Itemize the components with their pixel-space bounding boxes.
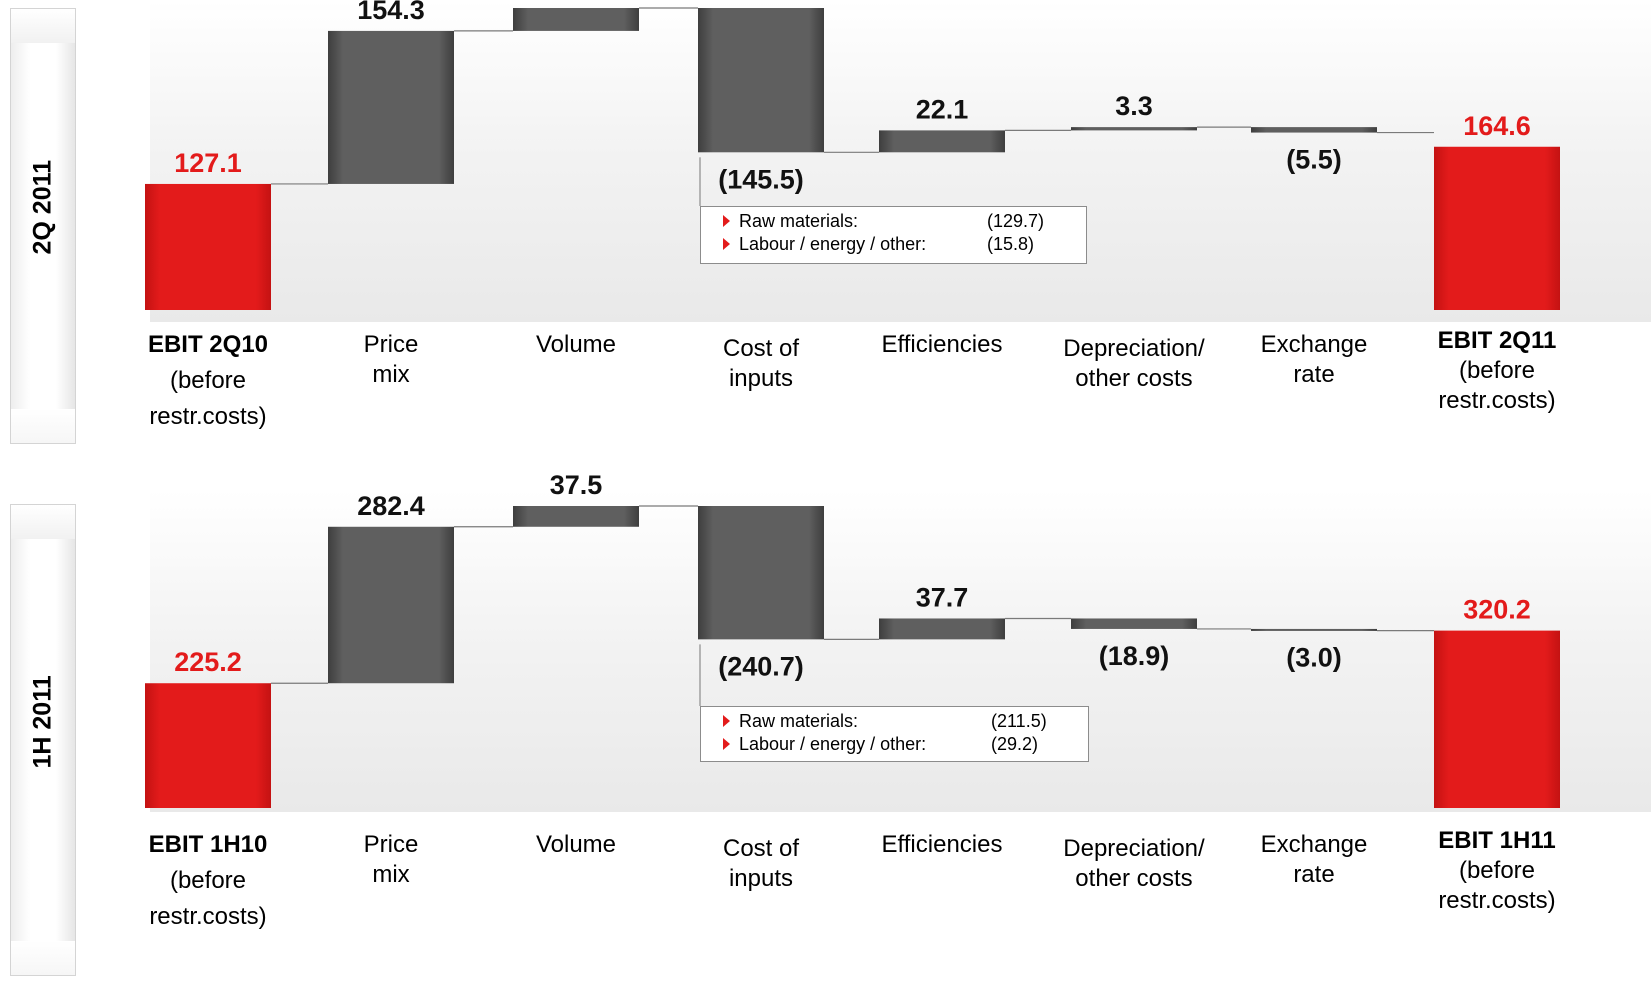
category-label: Cost of inputs xyxy=(666,834,856,894)
value-label: (240.7) xyxy=(718,651,804,681)
category-label-line: Efficiencies xyxy=(881,331,1003,358)
category-label-line: rate xyxy=(1293,861,1335,888)
callout-label: Labour / energy / other: xyxy=(739,734,927,754)
value-label: 22.1 xyxy=(916,94,969,124)
cost-breakdown-callout: Raw materials: (129.7) Labour / energy / o… xyxy=(700,206,1087,264)
category-label-line: Depreciation/ xyxy=(1063,835,1205,862)
category-label-line: rate xyxy=(1293,361,1335,388)
callout-label: Labour / energy / other: xyxy=(739,234,927,254)
value-label: (3.0) xyxy=(1286,643,1342,673)
total-bar xyxy=(145,183,271,310)
total-bar xyxy=(1434,146,1560,310)
category-label: Depreciation/other costs xyxy=(1039,334,1229,394)
category-label-line: Volume xyxy=(535,331,617,358)
category-label: Volume xyxy=(481,830,671,860)
value-label: 37.7 xyxy=(916,582,969,612)
delta-bar xyxy=(1251,127,1377,133)
category-label: EBIT 2Q11 (before restr.costs) xyxy=(1402,326,1592,416)
value-label: (5.5) xyxy=(1286,145,1342,175)
delta-bar xyxy=(1251,628,1377,631)
category-label-line: Cost of xyxy=(722,835,800,862)
value-label: 164.6 xyxy=(1463,111,1531,141)
category-label: Volume xyxy=(481,330,671,360)
value-label: 154.3 xyxy=(357,0,425,25)
category-label: EBIT 2Q10 (before restr.costs) xyxy=(113,327,303,435)
delta-bar xyxy=(328,30,454,184)
category-label-line: inputs xyxy=(728,865,794,892)
category-label: Depreciation/other costs xyxy=(1039,834,1229,894)
category-label-line: EBIT 1H10 xyxy=(148,831,268,858)
value-label: 127.1 xyxy=(174,148,242,178)
panel-side-tab: 2Q 2011 xyxy=(10,8,76,444)
red-arrow-bullet-icon xyxy=(723,738,730,750)
category-label-line: Efficiencies xyxy=(881,831,1003,858)
category-label-line: other costs xyxy=(1075,865,1193,892)
category-label-line: (before xyxy=(1458,857,1536,884)
category-label: Exchange rate xyxy=(1219,330,1409,390)
category-label-line: Price xyxy=(363,331,419,358)
category-label-line: Depreciation/ xyxy=(1063,335,1205,362)
delta-bar xyxy=(698,506,824,640)
delta-bar xyxy=(1071,618,1197,629)
category-label-line: EBIT 1H11 xyxy=(1438,827,1556,854)
category-label: Price mix xyxy=(296,330,486,390)
value-label: (145.5) xyxy=(718,164,804,194)
panel-side-tab: 1H 2011 xyxy=(10,504,76,976)
category-label-line: (before xyxy=(1458,357,1536,384)
delta-bar xyxy=(328,526,454,684)
value-label: 282.4 xyxy=(357,491,425,521)
category-label: EBIT 1H11 (before restr.costs) xyxy=(1402,826,1592,916)
value-label: 225.2 xyxy=(174,647,242,677)
red-arrow-bullet-icon xyxy=(723,715,730,727)
total-bar xyxy=(1434,630,1560,808)
category-label-line: (before xyxy=(169,867,247,894)
category-label-line: restr.costs) xyxy=(1438,887,1556,914)
category-label-line: Volume xyxy=(535,831,617,858)
callout-value: (15.8) xyxy=(987,234,1035,254)
category-label-line: EBIT 2Q10 xyxy=(147,331,269,358)
category-label-line: inputs xyxy=(728,365,794,392)
cost-breakdown-callout: Raw materials: (211.5) Labour / energy / o… xyxy=(700,706,1089,762)
callout-label: Raw materials: xyxy=(739,211,859,231)
callout-value: (29.2) xyxy=(991,734,1039,754)
delta-bar xyxy=(513,8,639,31)
category-label: Exchange rate xyxy=(1219,830,1409,890)
category-label-line: Price xyxy=(363,831,419,858)
category-label: Price mix xyxy=(296,830,486,890)
category-label-line: Exchange xyxy=(1260,331,1368,358)
category-label-line: restr.costs) xyxy=(149,903,267,930)
value-label: 320.2 xyxy=(1463,595,1531,625)
category-label-line: Exchange xyxy=(1260,831,1368,858)
value-label: 3.3 xyxy=(1115,91,1153,121)
category-label-line: other costs xyxy=(1075,365,1193,392)
category-label-line: restr.costs) xyxy=(1438,387,1556,414)
callout-value: (211.5) xyxy=(991,711,1047,731)
category-label-line: mix xyxy=(372,861,410,888)
category-label: EBIT 1H10 (before restr.costs) xyxy=(113,827,303,935)
category-label: Efficiencies xyxy=(847,330,1037,360)
callout-value: (129.7) xyxy=(987,211,1045,231)
delta-bar xyxy=(698,8,824,153)
category-label-line: EBIT 2Q11 xyxy=(1437,327,1557,354)
category-label-line: restr.costs) xyxy=(149,403,267,430)
category-label-line: mix xyxy=(372,361,410,388)
delta-bar xyxy=(879,130,1005,153)
total-bar xyxy=(145,683,271,808)
category-label-line: Cost of xyxy=(722,335,800,362)
category-label: Efficiencies xyxy=(847,830,1037,860)
value-label: 37.5 xyxy=(550,470,603,500)
category-label: Cost of inputs xyxy=(666,334,856,394)
delta-bar xyxy=(1071,127,1197,131)
delta-bar xyxy=(513,506,639,527)
red-arrow-bullet-icon xyxy=(723,238,730,250)
category-label-line: (before xyxy=(169,367,247,394)
delta-bar xyxy=(879,618,1005,640)
value-label: (18.9) xyxy=(1099,641,1170,671)
red-arrow-bullet-icon xyxy=(723,215,730,227)
callout-label: Raw materials: xyxy=(739,711,859,731)
